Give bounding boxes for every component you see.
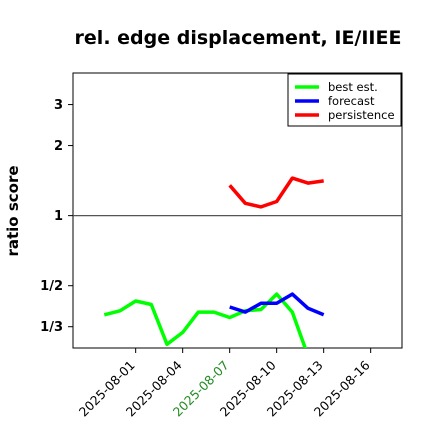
legend-label: best est. — [328, 80, 378, 94]
series-line-persistence — [228, 176, 324, 209]
y-tick-label: 1/2 — [40, 279, 63, 294]
plot-frame — [72, 72, 403, 349]
legend-label: forecast — [328, 94, 375, 108]
y-tick-label: 1/3 — [40, 320, 63, 335]
y-tick-label: 1 — [54, 209, 63, 224]
series-group — [103, 176, 325, 348]
legend-label: persistence — [328, 108, 395, 122]
series-line-forecast — [229, 292, 325, 317]
y-tick-label: 3 — [54, 98, 63, 113]
y-tick-label: 2 — [54, 139, 63, 154]
series-line-best-est — [103, 292, 308, 348]
y-axis-label: ratio score — [4, 165, 22, 256]
chart-title: rel. edge displacement, IE/IIEE — [75, 27, 402, 49]
